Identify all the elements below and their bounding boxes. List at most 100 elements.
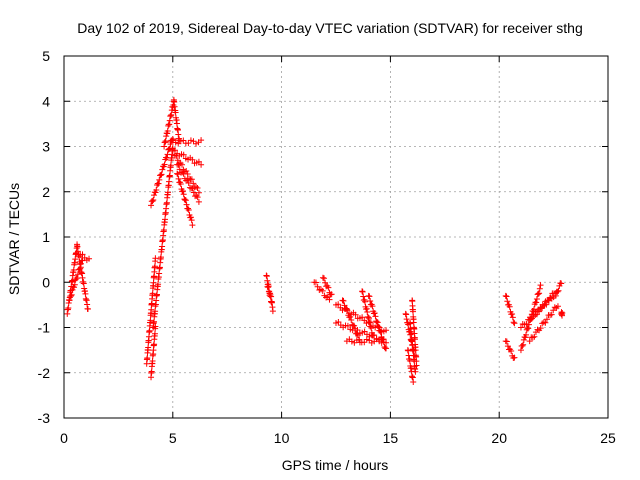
data-point <box>525 321 532 328</box>
y-tick-label: -2 <box>38 365 51 381</box>
y-tick-label: 0 <box>42 274 50 290</box>
data-point <box>172 139 179 146</box>
data-point <box>161 143 168 150</box>
data-point <box>341 302 348 309</box>
data-point <box>164 130 171 137</box>
data-point <box>526 338 533 345</box>
series-arc1-down <box>74 243 91 313</box>
data-point <box>190 189 197 196</box>
series-arc7-b <box>502 338 518 362</box>
data-point <box>369 303 376 310</box>
x-axis-label: GPS time / hours <box>282 457 389 473</box>
data-point <box>355 331 362 338</box>
series-arc7-g <box>552 280 565 299</box>
data-point <box>410 378 417 385</box>
series-arc7-e <box>526 303 561 345</box>
series-arc5-d <box>359 288 376 339</box>
data-point <box>368 324 375 331</box>
data-point <box>511 320 518 327</box>
data-point <box>175 140 182 147</box>
data-point <box>312 279 319 286</box>
data-point <box>189 222 196 229</box>
data-point <box>322 279 329 286</box>
data-point <box>559 310 566 317</box>
data-point <box>74 271 81 278</box>
x-tick-label: 5 <box>169 430 177 446</box>
y-axis-label: SDTVAR / TECUs <box>6 183 22 295</box>
data-point <box>176 166 183 173</box>
series-arc3-b <box>264 283 275 305</box>
data-point <box>187 214 194 221</box>
data-point <box>523 320 530 327</box>
data-point <box>166 145 173 152</box>
data-point <box>554 288 561 295</box>
data-point <box>84 306 91 313</box>
series-arc2-b5 <box>174 170 196 229</box>
data-point <box>365 315 372 322</box>
data-point <box>366 293 373 300</box>
data-point <box>520 341 527 348</box>
data-point <box>162 216 169 223</box>
data-point <box>147 317 154 324</box>
data-point <box>536 285 543 292</box>
series-arc2-rise1 <box>150 145 176 331</box>
data-point <box>359 288 366 295</box>
data-point <box>354 330 361 337</box>
data-point <box>173 120 180 127</box>
series-arc7-d <box>517 282 544 354</box>
data-point <box>359 314 366 321</box>
data-point <box>359 288 366 295</box>
data-point <box>163 154 170 161</box>
data-point <box>166 121 173 128</box>
chart-title: Day 102 of 2019, Sidereal Day-to-day VTE… <box>77 20 583 36</box>
data-point <box>173 152 180 159</box>
data-point <box>148 368 155 375</box>
data-point <box>184 177 191 184</box>
data-point <box>150 196 157 203</box>
y-tick-label: 2 <box>42 184 50 200</box>
data-point <box>520 336 527 343</box>
data-point <box>367 323 374 330</box>
data-point <box>195 189 202 196</box>
y-tick-label: 5 <box>42 48 50 64</box>
series-arc5-f <box>339 297 363 346</box>
data-point <box>177 181 184 188</box>
data-point <box>533 296 540 303</box>
data-point <box>183 201 190 208</box>
data-point <box>314 283 321 290</box>
data-point <box>528 315 535 322</box>
data-point <box>71 281 78 288</box>
data-point <box>360 293 367 300</box>
data-point <box>508 347 515 354</box>
data-point <box>511 354 518 361</box>
data-point <box>372 313 379 320</box>
data-point <box>195 198 202 205</box>
x-tick-label: 10 <box>274 430 290 446</box>
series-arc6-d <box>409 297 420 369</box>
data-point <box>525 325 532 332</box>
data-point <box>407 331 414 338</box>
data-point <box>180 151 187 158</box>
data-point <box>377 329 384 336</box>
data-point <box>528 316 535 323</box>
data-point <box>364 313 371 320</box>
data-point <box>163 133 170 140</box>
data-point <box>365 292 372 299</box>
data-point <box>185 205 192 212</box>
data-point <box>174 171 181 178</box>
data-point <box>326 296 333 303</box>
series-arc7-a <box>502 292 518 327</box>
data-point <box>164 151 171 158</box>
data-point <box>552 292 559 299</box>
data-point <box>161 161 168 168</box>
data-point <box>380 336 387 343</box>
data-point <box>531 306 538 313</box>
data-point <box>374 319 381 326</box>
data-point <box>411 336 418 343</box>
data-point <box>503 293 510 300</box>
data-point <box>364 309 371 316</box>
data-point <box>506 303 513 310</box>
data-point <box>533 311 540 318</box>
data-point <box>265 283 272 290</box>
